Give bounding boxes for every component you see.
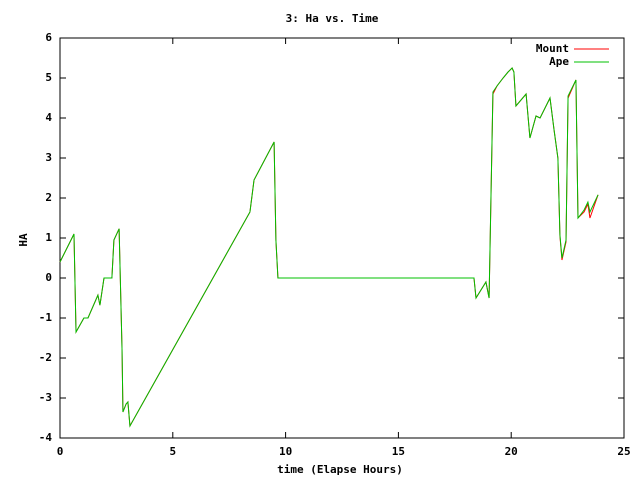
y-tick-label: 3 <box>45 151 52 164</box>
y-tick-label: -1 <box>39 311 53 324</box>
x-axis-label: time (Elapse Hours) <box>277 463 403 476</box>
series-line <box>59 67 599 428</box>
legend-label: Mount <box>536 42 569 55</box>
y-tick-label: -3 <box>39 391 52 404</box>
y-tick-label: -4 <box>39 431 53 444</box>
x-tick-label: 15 <box>392 445 405 458</box>
y-tick-label: 1 <box>45 231 52 244</box>
y-axis-label: HA <box>17 233 30 247</box>
chart-title: 3: Ha vs. Time <box>286 12 379 25</box>
x-tick-label: 20 <box>505 445 518 458</box>
y-tick-label: 2 <box>45 191 52 204</box>
y-tick-label: 5 <box>45 71 52 84</box>
x-tick-label: 10 <box>279 445 292 458</box>
x-tick-label: 25 <box>617 445 630 458</box>
y-tick-label: 0 <box>45 271 52 284</box>
series-line <box>59 67 599 428</box>
plot-frame <box>59 37 625 439</box>
x-tick-label: 5 <box>169 445 176 458</box>
legend-label: Ape <box>549 55 569 68</box>
x-tick-label: 0 <box>57 445 64 458</box>
y-tick-label: 4 <box>45 111 52 124</box>
y-tick-label: -2 <box>39 351 52 364</box>
y-tick-label: 6 <box>45 31 52 44</box>
